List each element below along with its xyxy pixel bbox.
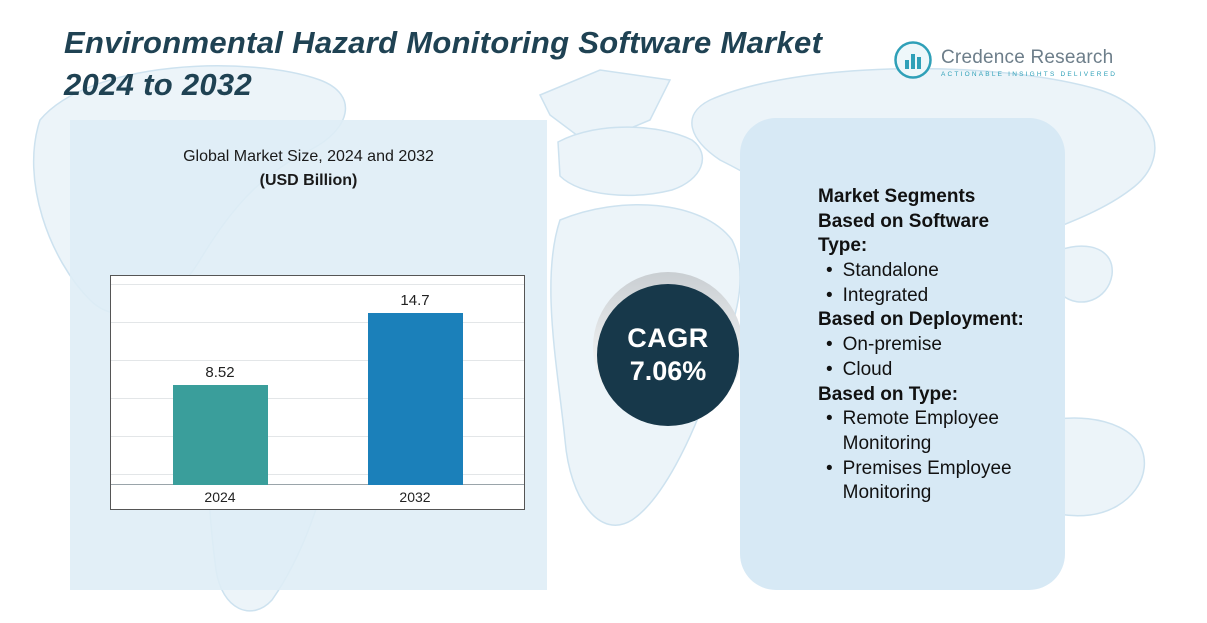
credence-logo-icon [893,40,933,85]
cagr-badge-circle: CAGR 7.06% [597,284,739,426]
bar-value-label: 14.7 [400,292,430,309]
segment-item-label: On-premise [842,334,942,356]
cagr-value: 7.06% [629,356,707,386]
chart-x-axis [111,484,524,485]
cagr-label: CAGR [627,323,709,353]
segments-panel: Market Segments Based on Software Type: •… [740,118,1065,590]
segments-list: Based on Software Type: • Standalone • Integ… [818,210,1041,506]
segment-item: • Remote Employee Monitoring [818,407,1041,456]
bullet-icon: • [826,358,833,380]
segment-group-label: Based on Software Type: [818,210,990,257]
segment-group-label: Based on Type: [818,383,959,405]
bar-category-label: 2032 [399,489,431,505]
bar-2032 [367,313,463,485]
segment-item-label: Premises Employee Monitoring [842,457,1012,504]
chart-subtitle: Global Market Size, 2024 and 2032 [183,148,434,165]
page-title: Environmental Hazard Monitoring Software… [64,25,823,102]
segment-item: • Cloud [818,358,1041,383]
brand-text-block: Credence Research Actionable Insights De… [941,47,1117,78]
cagr-badge: CAGR 7.06% [589,272,749,438]
chart-unit-label: (USD Billion) [259,172,358,189]
brand-logo: Credence Research Actionable Insights De… [893,40,1117,85]
segment-item-label: Remote Employee Monitoring [842,408,999,454]
bar-value-label: 8.52 [205,364,235,381]
segments-heading: Market Segments [818,186,976,207]
brand-tagline: Actionable Insights Delivered [941,71,1118,78]
segment-item: • Integrated [818,284,1041,309]
bar-chart: 8.52 2024 14.7 2032 [110,275,525,510]
segment-item: • Standalone [818,259,1041,284]
segment-group-label: Based on Deployment: [818,309,1024,331]
bar-2024 [172,385,268,485]
bullet-icon: • [826,334,833,356]
bar-category-label: 2024 [204,489,236,505]
bullet-icon: • [826,457,833,479]
bullet-icon: • [826,284,833,306]
segment-item-label: Integrated [842,284,929,306]
chart-panel: Global Market Size, 2024 and 2032 (USD B… [70,120,547,590]
chart-plot-area: 8.52 2024 14.7 2032 [111,276,524,509]
segment-item-label: Cloud [842,358,893,380]
bar-group-2024: 8.52 2024 [172,276,268,509]
brand-name: Credence Research [941,47,1114,68]
bullet-icon: • [826,260,833,282]
segment-item: • On-premise [818,333,1041,358]
bullet-icon: • [826,408,833,430]
segment-item-label: Standalone [842,260,939,282]
chart-subtitle-block: Global Market Size, 2024 and 2032 (USD B… [70,148,547,190]
bar-group-2032: 14.7 2032 [367,276,463,509]
segment-item: • Premises Employee Monitoring [818,457,1041,506]
